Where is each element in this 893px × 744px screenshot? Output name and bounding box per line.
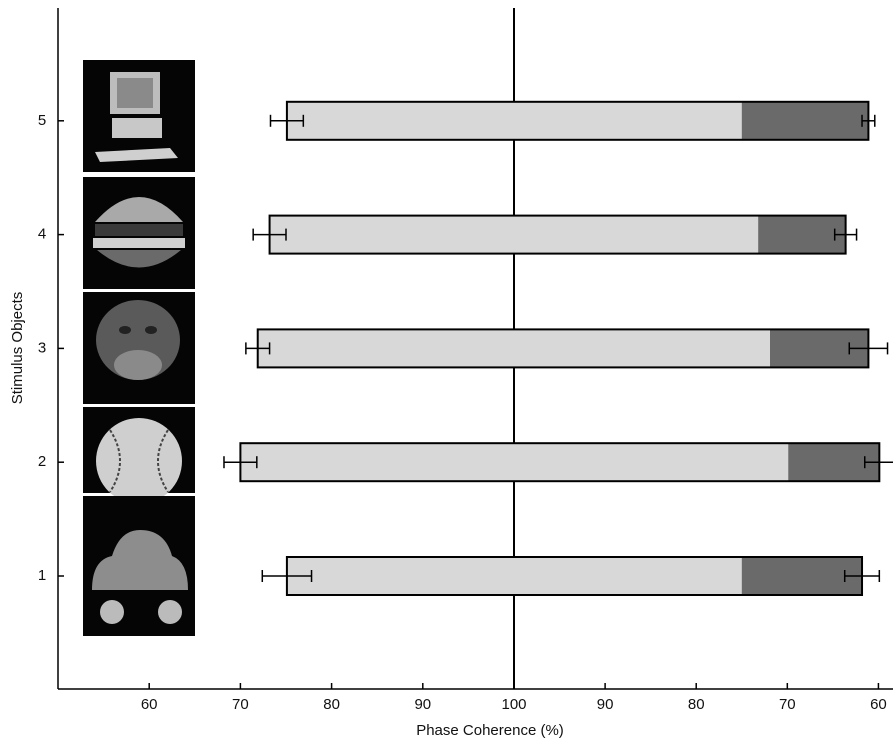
stimulus-images bbox=[83, 60, 195, 636]
y-tick-label: 2 bbox=[38, 453, 46, 470]
dark-bar bbox=[741, 557, 863, 595]
x-tick-label: 60 bbox=[141, 696, 158, 713]
x-tick-label: 80 bbox=[323, 696, 340, 713]
x-tick-label: 90 bbox=[414, 696, 431, 713]
y-tick-label: 1 bbox=[38, 567, 46, 584]
light-bar bbox=[269, 215, 759, 254]
x-tick-label: 90 bbox=[597, 696, 614, 713]
light-bar bbox=[286, 101, 742, 140]
y-tick-label: 5 bbox=[38, 112, 46, 129]
light-bar bbox=[257, 329, 771, 368]
y-tick-label: 4 bbox=[38, 226, 46, 243]
y-axis-label: Stimulus Objects bbox=[9, 292, 26, 405]
y-tick-label: 3 bbox=[38, 339, 46, 356]
x-axis-label: Phase Coherence (%) bbox=[416, 722, 564, 739]
dark-bar bbox=[741, 101, 869, 140]
x-tick-label: 100 bbox=[501, 696, 526, 713]
x-tick-label: 70 bbox=[232, 696, 249, 713]
dark-bar bbox=[758, 215, 846, 254]
x-tick-label: 70 bbox=[779, 696, 796, 713]
x-tick-label: 60 bbox=[870, 696, 887, 713]
light-bar bbox=[240, 443, 789, 482]
x-tick-label: 80 bbox=[688, 696, 705, 713]
light-bar bbox=[286, 557, 742, 595]
